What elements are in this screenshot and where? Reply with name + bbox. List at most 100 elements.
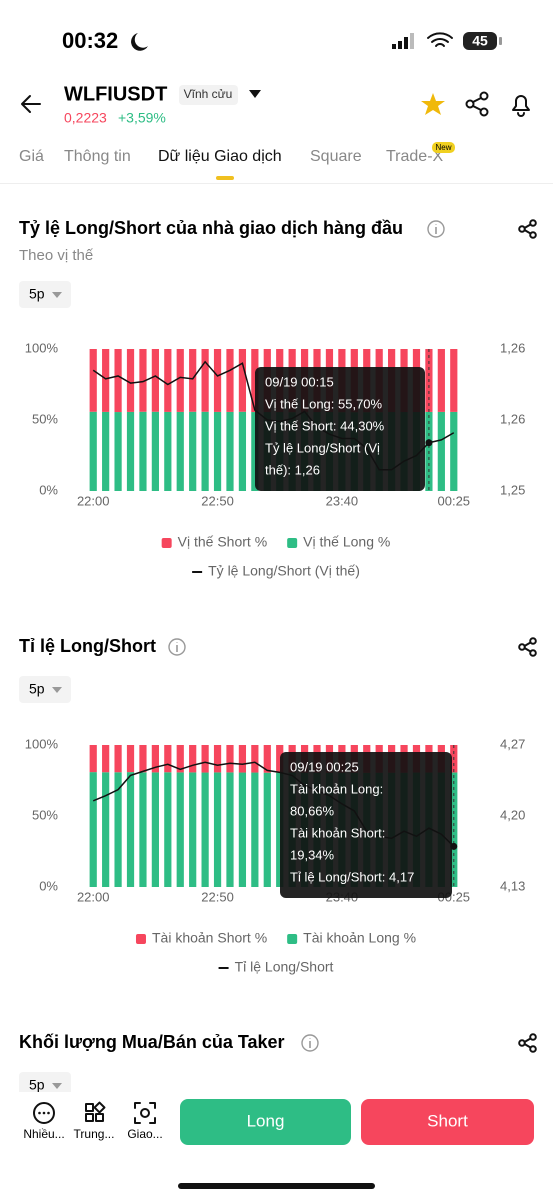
share-button[interactable] — [465, 91, 489, 117]
x-tick-label: 22:50 — [201, 493, 234, 508]
bar-segment — [126, 411, 135, 491]
x-tick-label: 23:40 — [326, 493, 359, 508]
long-label: Long — [247, 1111, 285, 1130]
tab[interactable]: Giá — [19, 148, 44, 165]
interval-caret — [52, 292, 62, 298]
bar-segment — [201, 745, 209, 773]
bar-segment — [114, 349, 122, 413]
tab[interactable]: Square — [310, 148, 362, 165]
bar-segment — [151, 349, 159, 412]
bar-segment — [139, 411, 147, 491]
legend-label: Vị thế Long % — [303, 534, 390, 550]
bar-segment — [189, 349, 197, 412]
y-tick-label: 0% — [39, 482, 58, 497]
bar-segment — [238, 772, 247, 887]
bar-segment — [213, 772, 222, 887]
bar-segment — [251, 745, 259, 773]
bar-segment — [102, 349, 110, 412]
bar-segment — [213, 349, 222, 412]
divider — [0, 183, 553, 184]
long-button[interactable] — [180, 1099, 351, 1145]
trade-button[interactable] — [134, 1102, 156, 1124]
tab[interactable]: Thông tin — [64, 148, 131, 165]
bar-segment — [238, 349, 247, 412]
section-share[interactable] — [518, 1033, 537, 1053]
bar-segment — [201, 349, 209, 412]
tooltip-line: 09/19 00:25 — [290, 759, 359, 774]
tooltip-line: Tài khoản Short: — [290, 825, 385, 840]
legend-label: Tài khoản Long % — [303, 930, 416, 946]
x-tick-label: 00:25 — [438, 493, 471, 508]
tooltip-line: 09/19 00:15 — [265, 374, 334, 389]
bottom-item: Giao... — [127, 1127, 162, 1141]
section-share[interactable] — [518, 219, 537, 239]
tooltip-line: Tài khoản Long: — [290, 781, 383, 796]
bar-segment — [437, 349, 445, 412]
y2-tick-label: 4,13 — [500, 878, 525, 893]
ratio-point — [450, 842, 458, 850]
bar-segment — [251, 349, 259, 413]
interval: 5p — [29, 681, 45, 697]
tooltip-line: 19,34% — [290, 847, 335, 862]
bar-segment — [226, 745, 234, 773]
bar-segment — [114, 772, 122, 887]
y-tick-label: 100% — [25, 736, 59, 751]
interval-select[interactable] — [19, 281, 71, 308]
bar-segment — [89, 772, 97, 887]
tooltip-line: thế): 1,26 — [265, 462, 320, 477]
bar-segment — [450, 411, 458, 491]
tooltip-line: Vị thế Long: 55,70% — [265, 396, 383, 411]
section-share[interactable] — [518, 637, 537, 657]
legend-swatch — [192, 571, 203, 573]
info-icon[interactable] — [301, 1034, 319, 1052]
tab-indicator — [216, 176, 234, 180]
bar-segment — [139, 772, 147, 887]
bar-segment — [176, 745, 184, 773]
tab-active[interactable]: Dữ liệu Giao dịch — [158, 148, 282, 165]
bar-segment — [114, 412, 122, 491]
bar-segment — [226, 411, 234, 491]
bar-segment — [226, 349, 234, 412]
x-tick-label: 22:50 — [201, 889, 234, 904]
bar-segment — [139, 349, 147, 412]
interval-select[interactable] — [19, 676, 71, 703]
bar-segment — [151, 745, 159, 773]
favorite-button[interactable] — [421, 93, 445, 115]
bar-segment — [102, 745, 110, 773]
wifi-icon — [427, 32, 453, 47]
y-tick-label: 50% — [32, 807, 58, 822]
y-tick-label: 0% — [39, 878, 58, 893]
x-tick-label: 22:00 — [77, 493, 110, 508]
info-icon[interactable] — [427, 220, 445, 238]
notification-button[interactable] — [512, 95, 530, 117]
tooltip — [280, 752, 452, 898]
bar-segment — [238, 745, 247, 773]
bar-segment — [189, 772, 197, 887]
short-button[interactable] — [361, 1099, 534, 1145]
section-title: Tỉ lệ Long/Short — [19, 636, 156, 656]
bar-segment — [164, 411, 172, 491]
legend-label: Tài khoản Short % — [152, 930, 267, 946]
badge: Vĩnh cửu — [184, 87, 233, 101]
center-button[interactable] — [85, 1101, 106, 1122]
bar-segment — [89, 349, 97, 412]
bar-segment — [276, 745, 284, 773]
y-tick-label: 50% — [32, 411, 58, 426]
bar-segment — [213, 411, 222, 491]
y2-tick-label: 1,26 — [500, 340, 525, 355]
bar-segment — [102, 411, 110, 491]
bar-segment — [450, 349, 458, 412]
bar-segment — [89, 745, 97, 773]
tooltip-line: Tỉ lệ Long/Short: 4,17 — [290, 869, 414, 884]
interval-caret — [52, 687, 62, 693]
info-icon[interactable] — [168, 638, 186, 656]
interval: 5p — [29, 286, 45, 302]
section-subtitle: Theo vị thế — [19, 247, 94, 264]
more-button[interactable] — [33, 1102, 55, 1124]
symbol-dropdown[interactable] — [249, 90, 261, 98]
tooltip-line: Tỷ lệ Long/Short (Vị — [265, 440, 380, 455]
tab[interactable]: Trade-X — [386, 148, 444, 165]
back-button[interactable] — [21, 95, 41, 113]
